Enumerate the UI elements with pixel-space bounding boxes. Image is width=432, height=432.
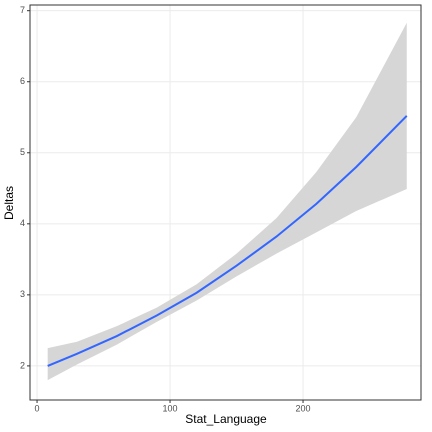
x-tick-label: 100 bbox=[163, 403, 178, 413]
panel-border bbox=[29, 4, 422, 401]
confidence-ribbon bbox=[47, 22, 407, 381]
x-tick-label: 0 bbox=[35, 403, 40, 413]
y-tick-label: 7 bbox=[20, 5, 25, 15]
y-tick-label: 6 bbox=[20, 76, 25, 86]
y-tick-label: 4 bbox=[20, 218, 25, 228]
y-tick-label: 3 bbox=[20, 289, 25, 299]
trend-line bbox=[47, 115, 408, 367]
y-tick-label: 5 bbox=[20, 147, 25, 157]
y-axis-title: Deltas bbox=[2, 186, 16, 220]
x-tick-label: 200 bbox=[296, 403, 311, 413]
x-axis-title: Stat_Language bbox=[185, 412, 267, 426]
y-tick-label: 2 bbox=[20, 360, 25, 370]
